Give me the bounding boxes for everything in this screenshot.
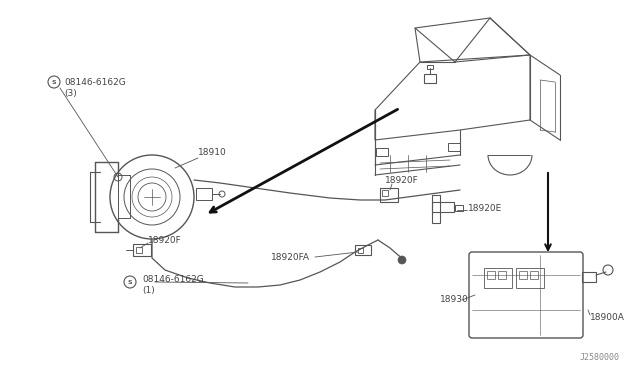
Bar	[427, 65, 433, 69]
Text: (3): (3)	[64, 89, 77, 97]
Bar	[432, 202, 454, 212]
Text: 18900A: 18900A	[590, 314, 625, 323]
Text: S: S	[52, 80, 56, 84]
Bar	[519, 271, 527, 279]
Bar	[448, 143, 460, 151]
Bar	[376, 148, 388, 156]
Bar	[424, 74, 436, 83]
Bar	[382, 190, 388, 196]
Text: 18920E: 18920E	[468, 203, 502, 212]
Text: 18910: 18910	[198, 148, 227, 157]
Bar	[582, 272, 596, 282]
Bar	[133, 244, 151, 256]
Text: 18920FA: 18920FA	[271, 253, 310, 262]
Text: 18930: 18930	[440, 295, 468, 305]
Bar	[516, 268, 544, 288]
Bar	[530, 271, 538, 279]
Text: 08146-6162G: 08146-6162G	[64, 77, 125, 87]
Text: 18920F: 18920F	[385, 176, 419, 185]
Bar	[380, 188, 398, 202]
Bar	[498, 271, 506, 279]
Bar	[432, 195, 440, 223]
Text: 18920F: 18920F	[148, 235, 182, 244]
Text: (1): (1)	[142, 286, 155, 295]
Bar	[358, 248, 363, 253]
Bar	[355, 245, 371, 255]
Bar	[455, 205, 463, 211]
Circle shape	[398, 256, 406, 264]
Bar	[487, 271, 495, 279]
Text: 08146-6162G: 08146-6162G	[142, 276, 204, 285]
Bar	[196, 188, 212, 200]
Text: S: S	[128, 279, 132, 285]
Bar	[136, 247, 142, 253]
Bar	[484, 268, 512, 288]
Text: J2580000: J2580000	[580, 353, 620, 362]
